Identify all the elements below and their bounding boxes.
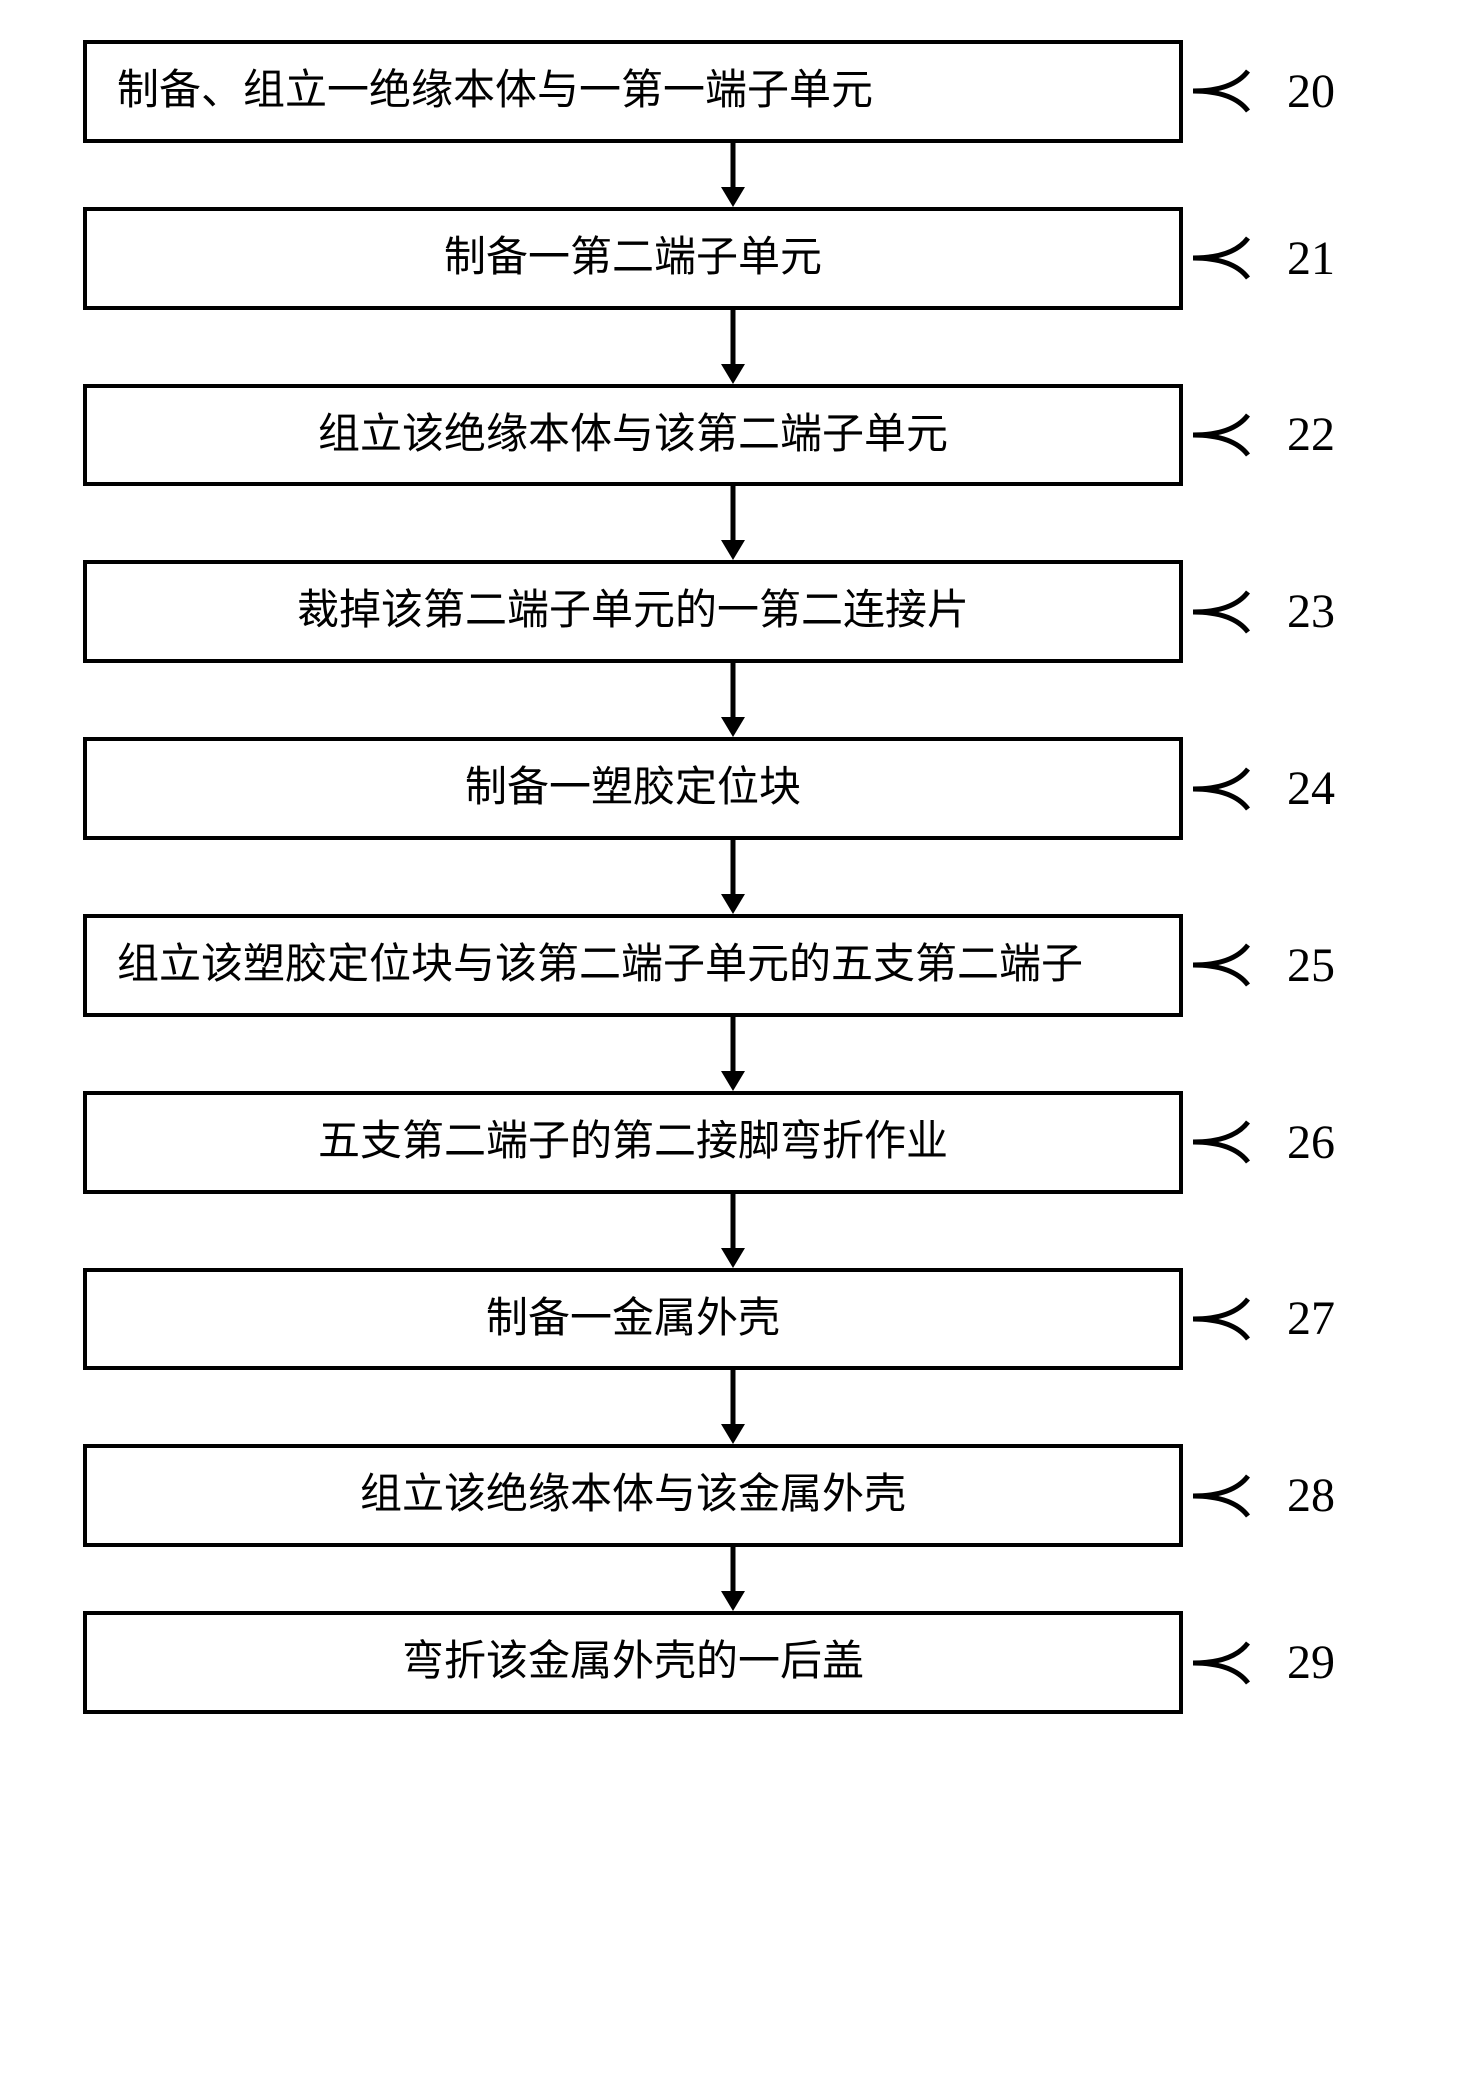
step-connector xyxy=(1193,1112,1273,1172)
step-label: 21 xyxy=(1287,231,1335,286)
arrow-down xyxy=(183,1017,1283,1091)
step-label: 24 xyxy=(1287,761,1335,816)
step-box-26: 五支第二端子的第二接脚弯折作业 xyxy=(83,1091,1183,1194)
arrow-down-icon xyxy=(713,1547,753,1611)
step-box-23: 裁掉该第二端子单元的一第二连接片 xyxy=(83,560,1183,663)
step-text: 制备一第二端子单元 xyxy=(444,229,822,288)
step-text: 组立该塑胶定位块与该第二端子单元的五支第二端子 xyxy=(117,936,1083,995)
curve-icon xyxy=(1193,1112,1273,1172)
arrow-down xyxy=(183,486,1283,560)
step-connector xyxy=(1193,1289,1273,1349)
step-label: 25 xyxy=(1287,938,1335,993)
arrow-down-icon xyxy=(713,1194,753,1268)
arrow-down-icon xyxy=(713,486,753,560)
step-label: 29 xyxy=(1287,1635,1335,1690)
step-row: 组立该塑胶定位块与该第二端子单元的五支第二端子 25 xyxy=(83,914,1383,1017)
step-row: 裁掉该第二端子单元的一第二连接片 23 xyxy=(83,560,1383,663)
step-label: 22 xyxy=(1287,407,1335,462)
step-connector xyxy=(1193,1466,1273,1526)
step-row: 组立该绝缘本体与该第二端子单元 22 xyxy=(83,384,1383,487)
curve-icon xyxy=(1193,935,1273,995)
step-row: 组立该绝缘本体与该金属外壳 28 xyxy=(83,1444,1383,1547)
step-connector xyxy=(1193,228,1273,288)
step-text: 制备一塑胶定位块 xyxy=(465,759,801,818)
step-connector xyxy=(1193,935,1273,995)
step-row: 弯折该金属外壳的一后盖 29 xyxy=(83,1611,1383,1714)
curve-icon xyxy=(1193,759,1273,819)
step-text: 制备、组立一绝缘本体与一第一端子单元 xyxy=(117,62,873,121)
step-connector xyxy=(1193,1633,1273,1693)
arrow-down-icon xyxy=(713,840,753,914)
step-box-28: 组立该绝缘本体与该金属外壳 xyxy=(83,1444,1183,1547)
step-connector xyxy=(1193,759,1273,819)
arrow-down-icon xyxy=(713,663,753,737)
curve-icon xyxy=(1193,1289,1273,1349)
step-box-29: 弯折该金属外壳的一后盖 xyxy=(83,1611,1183,1714)
step-text: 组立该绝缘本体与该金属外壳 xyxy=(360,1466,906,1525)
step-connector xyxy=(1193,582,1273,642)
step-row: 制备一金属外壳 27 xyxy=(83,1268,1383,1371)
step-row: 制备、组立一绝缘本体与一第一端子单元 20 xyxy=(83,40,1383,143)
arrow-down-icon xyxy=(713,143,753,207)
step-box-27: 制备一金属外壳 xyxy=(83,1268,1183,1371)
arrow-down xyxy=(183,1194,1283,1268)
step-box-25: 组立该塑胶定位块与该第二端子单元的五支第二端子 xyxy=(83,914,1183,1017)
step-box-24: 制备一塑胶定位块 xyxy=(83,737,1183,840)
step-label: 26 xyxy=(1287,1115,1335,1170)
step-connector xyxy=(1193,61,1273,121)
step-row: 五支第二端子的第二接脚弯折作业 26 xyxy=(83,1091,1383,1194)
step-label: 23 xyxy=(1287,584,1335,639)
arrow-down xyxy=(183,310,1283,384)
arrow-down-icon xyxy=(713,1370,753,1444)
curve-icon xyxy=(1193,582,1273,642)
arrow-down xyxy=(183,1370,1283,1444)
arrow-down-icon xyxy=(713,310,753,384)
step-row: 制备一塑胶定位块 24 xyxy=(83,737,1383,840)
step-text: 组立该绝缘本体与该第二端子单元 xyxy=(318,406,948,465)
arrow-down xyxy=(183,663,1283,737)
step-box-21: 制备一第二端子单元 xyxy=(83,207,1183,310)
step-text: 五支第二端子的第二接脚弯折作业 xyxy=(318,1113,948,1172)
step-box-22: 组立该绝缘本体与该第二端子单元 xyxy=(83,384,1183,487)
flowchart-container: 制备、组立一绝缘本体与一第一端子单元 20 制备一第二端子单元 21 xyxy=(83,40,1383,1714)
step-label: 28 xyxy=(1287,1468,1335,1523)
arrow-down xyxy=(183,143,1283,207)
curve-icon xyxy=(1193,1466,1273,1526)
step-connector xyxy=(1193,405,1273,465)
step-row: 制备一第二端子单元 21 xyxy=(83,207,1383,310)
step-text: 制备一金属外壳 xyxy=(486,1290,780,1349)
step-text: 裁掉该第二端子单元的一第二连接片 xyxy=(297,582,969,641)
step-text: 弯折该金属外壳的一后盖 xyxy=(402,1633,864,1692)
arrow-down xyxy=(183,840,1283,914)
step-label: 27 xyxy=(1287,1291,1335,1346)
curve-icon xyxy=(1193,61,1273,121)
curve-icon xyxy=(1193,228,1273,288)
curve-icon xyxy=(1193,405,1273,465)
arrow-down xyxy=(183,1547,1283,1611)
arrow-down-icon xyxy=(713,1017,753,1091)
step-box-20: 制备、组立一绝缘本体与一第一端子单元 xyxy=(83,40,1183,143)
step-label: 20 xyxy=(1287,64,1335,119)
curve-icon xyxy=(1193,1633,1273,1693)
